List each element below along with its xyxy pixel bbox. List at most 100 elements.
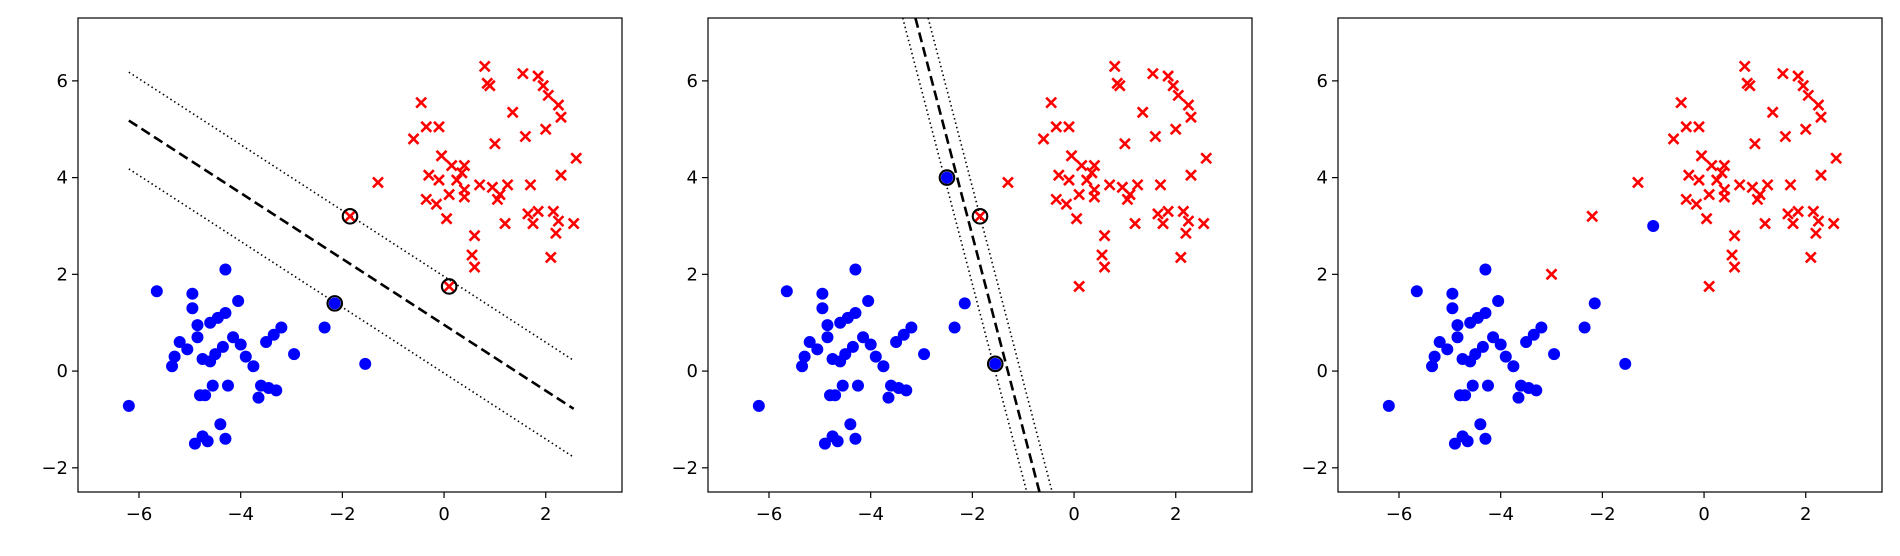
blue-point: [234, 338, 247, 351]
red-point: [1792, 70, 1805, 82]
red-point: [1733, 178, 1746, 191]
red-point: [1088, 159, 1101, 172]
blue-point: [803, 336, 816, 349]
x-tick-label: 2: [1800, 504, 1811, 525]
red-point: [1799, 123, 1812, 136]
red-point: [1675, 96, 1688, 109]
red-point: [1177, 205, 1190, 218]
red-point: [494, 188, 506, 201]
red-point: [1050, 193, 1063, 206]
red-point: [516, 67, 529, 80]
red-point: [445, 159, 458, 172]
red-point: [537, 79, 550, 92]
support-vector-marker: [342, 208, 358, 225]
red-point: [549, 227, 562, 240]
y-tick-label: 4: [57, 168, 68, 189]
blue-point: [849, 307, 862, 320]
red-point: [1073, 188, 1086, 201]
y-tick-label: −2: [1301, 458, 1328, 479]
blue-point: [1535, 321, 1548, 334]
margin-line-lower: [128, 168, 575, 458]
red-point: [1738, 60, 1751, 73]
red-point: [1108, 60, 1121, 73]
blue-point: [897, 328, 910, 341]
red-point: [555, 169, 567, 182]
red-point: [1710, 174, 1723, 186]
red-point: [1632, 176, 1644, 189]
blue-point: [846, 340, 859, 353]
blue-point: [1459, 389, 1472, 402]
red-point: [430, 198, 443, 211]
red-point: [1182, 99, 1195, 111]
y-tick-label: 0: [1317, 361, 1328, 382]
red-point: [1807, 205, 1820, 218]
red-point: [1827, 217, 1840, 230]
blue-point: [851, 379, 864, 392]
red-point: [1075, 159, 1088, 172]
blue-point: [191, 331, 204, 344]
red-point: [1830, 152, 1843, 165]
red-point: [1063, 174, 1075, 186]
red-point: [455, 166, 468, 179]
red-point: [1743, 79, 1756, 92]
blue-point: [221, 379, 234, 392]
blue-point: [219, 307, 232, 320]
red-point: [1136, 106, 1149, 119]
red-point: [1129, 217, 1141, 230]
red-point: [468, 261, 481, 274]
red-point: [532, 205, 545, 218]
red-point: [1098, 261, 1111, 274]
red-point: [570, 152, 583, 165]
red-point: [1748, 137, 1761, 150]
red-point: [1693, 120, 1705, 133]
x-tick-label: 0: [1698, 504, 1709, 525]
blue-point: [181, 343, 194, 356]
support-vector-marker: [939, 169, 955, 186]
red-point: [1200, 152, 1213, 165]
blue-point: [1619, 357, 1632, 370]
blue-point: [1448, 437, 1461, 450]
red-point: [1812, 215, 1825, 228]
x-tick-label: −6: [1386, 504, 1413, 525]
x-tick-label: 2: [1170, 504, 1181, 525]
red-point: [483, 79, 496, 92]
red-point: [1726, 249, 1738, 261]
blue-point: [1426, 360, 1439, 373]
blue-point: [247, 360, 260, 373]
red-point: [1695, 149, 1708, 162]
margin-line-lower: [901, 18, 1028, 492]
red-point: [1045, 96, 1058, 109]
red-point: [1124, 188, 1136, 201]
blue-point: [857, 331, 870, 344]
blue-point: [173, 336, 186, 349]
y-tick-label: 6: [687, 71, 698, 92]
blue-point: [958, 297, 971, 310]
blue-point: [122, 399, 135, 412]
red-point: [1088, 183, 1101, 196]
blue-point: [1474, 418, 1487, 431]
x-tick-label: −2: [1589, 504, 1616, 525]
red-point: [1682, 169, 1695, 182]
blue-point: [216, 340, 229, 353]
red-point: [1809, 227, 1822, 240]
red-point: [1185, 169, 1197, 182]
red-point: [344, 210, 356, 223]
red-point: [1172, 89, 1185, 102]
blue-point: [1548, 348, 1561, 361]
blue-point: [209, 348, 222, 361]
red-point: [1157, 217, 1169, 230]
blue-point: [821, 331, 834, 344]
x-tick-label: −2: [959, 504, 986, 525]
red-point: [443, 280, 456, 293]
blue-point: [239, 350, 252, 363]
blue-point: [1492, 294, 1505, 307]
red-point: [1063, 120, 1075, 133]
blue-point: [275, 321, 288, 334]
red-point: [1197, 217, 1210, 230]
red-point: [1693, 174, 1705, 186]
red-point: [458, 183, 471, 196]
red-point: [372, 176, 384, 189]
red-point: [527, 217, 539, 230]
red-point: [1705, 159, 1718, 172]
